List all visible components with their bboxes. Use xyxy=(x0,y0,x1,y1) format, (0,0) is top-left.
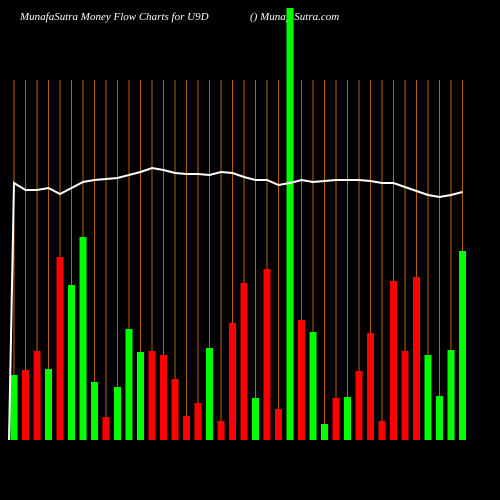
bar xyxy=(125,329,133,440)
bar xyxy=(424,355,432,440)
bar xyxy=(298,320,305,440)
bar xyxy=(436,396,443,440)
bar xyxy=(217,421,225,440)
bar xyxy=(252,398,259,440)
bar xyxy=(102,417,110,440)
bar xyxy=(171,379,179,440)
bar xyxy=(367,333,374,440)
bar xyxy=(413,277,420,440)
bar xyxy=(56,257,64,440)
bar xyxy=(275,409,282,440)
bar xyxy=(240,283,248,440)
bar xyxy=(401,351,409,440)
bar xyxy=(447,350,455,440)
bar xyxy=(332,398,340,440)
bar xyxy=(22,370,29,440)
bar xyxy=(45,369,52,440)
bar xyxy=(68,285,75,440)
bar xyxy=(137,352,144,440)
bar xyxy=(206,348,213,440)
bar xyxy=(321,424,328,440)
bar xyxy=(309,332,317,440)
bar xyxy=(183,416,190,440)
money-flow-line xyxy=(8,166,463,441)
bar xyxy=(229,323,236,440)
bar xyxy=(286,8,294,440)
chart-title: MunafaSutra Money Flow Charts for U9D xyxy=(19,11,209,23)
chart-subtitle: () MunafaSutra.com xyxy=(250,11,339,23)
bar xyxy=(10,375,18,440)
bar xyxy=(263,269,271,440)
bar xyxy=(390,281,397,440)
bar xyxy=(79,237,87,440)
bar xyxy=(459,251,466,440)
bar xyxy=(33,351,41,440)
bar xyxy=(344,397,351,440)
bar xyxy=(378,421,386,440)
bar xyxy=(160,355,167,440)
bar xyxy=(148,351,156,440)
bar xyxy=(114,387,121,440)
bar xyxy=(91,382,98,440)
bar xyxy=(355,371,363,440)
bar xyxy=(194,403,202,440)
